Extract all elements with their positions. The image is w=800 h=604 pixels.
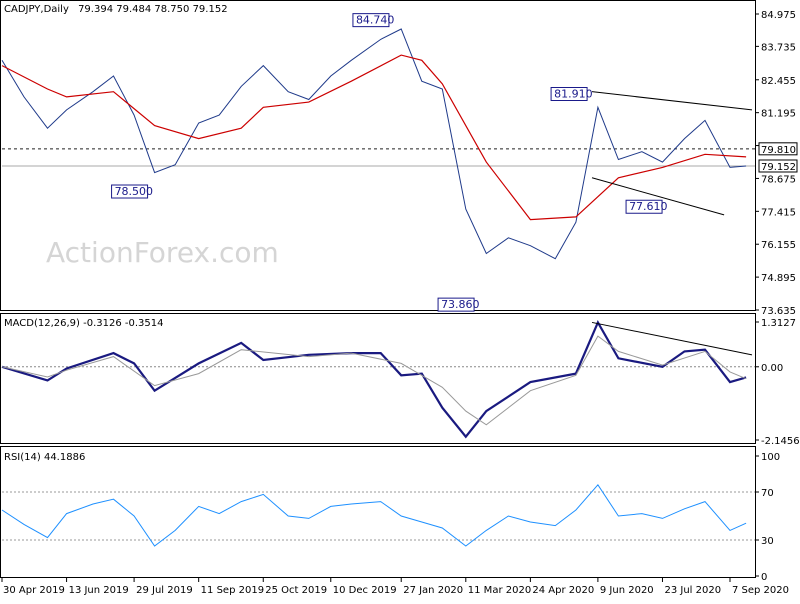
watermark: ActionForex.com [46, 236, 279, 269]
rsi-tick-label: 70 [761, 488, 774, 499]
x-tick-label: 10 Dec 2019 [333, 585, 397, 596]
callout-label: 84.740 [356, 14, 395, 27]
rsi-panel-frame [0, 446, 756, 578]
callout-box [437, 297, 475, 312]
rsi-tick-label: 0 [761, 572, 767, 583]
callout-label: 73.860 [441, 298, 480, 311]
callout-label: 78.500 [115, 185, 154, 198]
rsi-header: RSI(14) 44.1886 [4, 452, 85, 463]
macd-layer [1, 319, 755, 439]
callout-label: 81.910 [554, 88, 593, 101]
x-tick-label: 9 Jun 2020 [600, 585, 654, 596]
macd-panel-frame [0, 313, 756, 444]
level-tag-label: 79.810 [761, 145, 796, 156]
x-tick-label: 24 Apr 2020 [532, 585, 594, 596]
level-tag [758, 142, 798, 156]
macd-tick-label: -2.1456 [761, 436, 800, 447]
x-tick-label: 23 Jul 2020 [664, 585, 721, 596]
price-tick-label: 76.155 [761, 240, 796, 251]
price-callout: 73.860 [437, 297, 480, 312]
x-tick-label: 27 Jan 2020 [403, 585, 463, 596]
x-tick-label: 7 Sep 2020 [732, 585, 789, 596]
macd-line [1, 319, 747, 439]
price-callout: 78.500 [111, 184, 154, 199]
price-line [1, 28, 747, 260]
macd-tick-label: 1.3127 [761, 318, 796, 329]
callout-box [111, 184, 149, 199]
signal-line [1, 335, 747, 426]
price-tick-label: 84.975 [761, 10, 796, 21]
price-panel-frame [0, 0, 756, 311]
rsi-line [1, 483, 747, 547]
upper-trendline [591, 91, 753, 111]
price-tick-label: 77.415 [761, 207, 796, 218]
price-tick-label: 74.895 [761, 273, 796, 284]
macd-header: MACD(12,26,9) -0.3126 -0.3514 [4, 318, 164, 329]
price-callout: 77.610 [625, 199, 668, 214]
lower-trendline [591, 177, 725, 216]
macd-tick-label: 0.00 [761, 363, 783, 374]
price-tag-label: 79.152 [761, 162, 796, 173]
callout-label: 77.610 [629, 200, 668, 213]
moving-average-line [1, 54, 747, 221]
rsi-tick-label: 30 [761, 536, 774, 547]
price-tick-label: 83.735 [761, 42, 796, 53]
rsi-layer [1, 483, 755, 547]
price-tick-label: 73.635 [761, 306, 796, 317]
x-tick-label: 25 Oct 2019 [265, 585, 327, 596]
x-tick-label: 11 Mar 2020 [468, 585, 531, 596]
ohlc-values: 79.394 79.484 78.750 79.152 [78, 4, 228, 15]
x-tick-label: 29 Jul 2019 [136, 585, 193, 596]
callout-box [625, 199, 663, 214]
callout-box [352, 13, 390, 28]
x-tick-label: 30 Apr 2019 [3, 585, 65, 596]
price-callout: 84.740 [352, 13, 395, 28]
price-layer: 84.740 81.910 78.500 77.610 73.860 [1, 13, 755, 312]
price-tag [758, 159, 798, 173]
callout-box [550, 87, 588, 102]
price-tick-label: 82.455 [761, 76, 796, 87]
price-tick-label: 81.195 [761, 109, 796, 120]
symbol-label: CADJPY,Daily [4, 4, 69, 15]
x-tick-label: 11 Sep 2019 [201, 585, 264, 596]
price-panel-header: CADJPY,Daily 79.394 79.484 78.750 79.152 [4, 4, 228, 15]
rsi-tick-label: 100 [761, 452, 780, 463]
x-tick-label: 13 Jun 2019 [69, 585, 129, 596]
price-tick-label: 78.675 [761, 174, 796, 185]
macd-trendline [591, 321, 753, 356]
axis-layer: 84.97583.73582.45581.19579.93578.67577.4… [1, 10, 800, 596]
price-callout: 81.910 [550, 87, 593, 102]
